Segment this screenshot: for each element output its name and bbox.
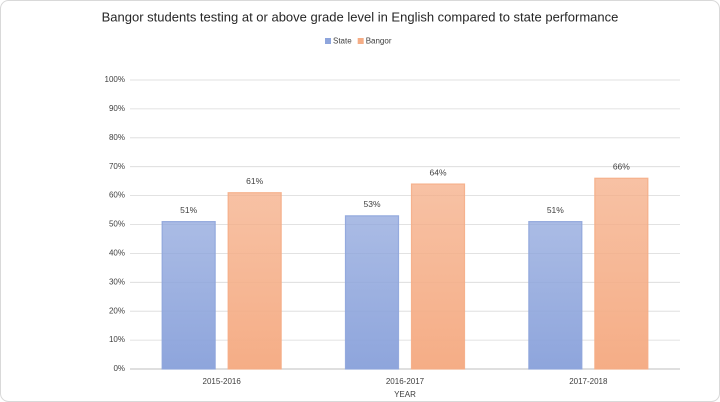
data-label: 51% (547, 205, 564, 215)
bar (227, 192, 282, 370)
legend-label: State (333, 37, 352, 46)
y-tick-label: 70% (109, 162, 125, 171)
y-tick-label: 60% (109, 191, 125, 200)
data-label: 66% (613, 162, 630, 172)
data-label: 51% (180, 205, 197, 215)
x-axis-label: YEAR (394, 390, 416, 399)
chart-title: Bangor students testing at or above grad… (102, 9, 619, 24)
data-label: 64% (429, 167, 446, 177)
legend: State Bangor (325, 37, 392, 46)
x-tick-label: 2017-2018 (569, 377, 608, 386)
legend-swatch (325, 38, 331, 44)
legend-swatch (357, 38, 364, 44)
bar (161, 221, 216, 370)
data-label: 61% (246, 176, 263, 186)
y-tick-label: 0% (113, 364, 125, 373)
y-tick-label: 30% (109, 277, 125, 286)
bar (344, 215, 400, 370)
legend-label: Bangor (366, 37, 392, 46)
y-tick-label: 90% (109, 104, 125, 113)
x-tick-label: 2015-2016 (203, 377, 242, 386)
y-tick-label: 20% (109, 306, 125, 315)
y-tick-label: 40% (109, 249, 125, 258)
bar (410, 183, 466, 370)
y-tick-label: 50% (109, 220, 125, 229)
x-tick-label: 2016-2017 (386, 377, 425, 386)
data-label: 53% (363, 199, 380, 209)
bar (528, 221, 583, 370)
y-tick-label: 80% (109, 133, 125, 142)
y-tick-label: 10% (109, 335, 125, 344)
bar (594, 177, 649, 370)
y-tick-label: 100% (105, 75, 125, 84)
